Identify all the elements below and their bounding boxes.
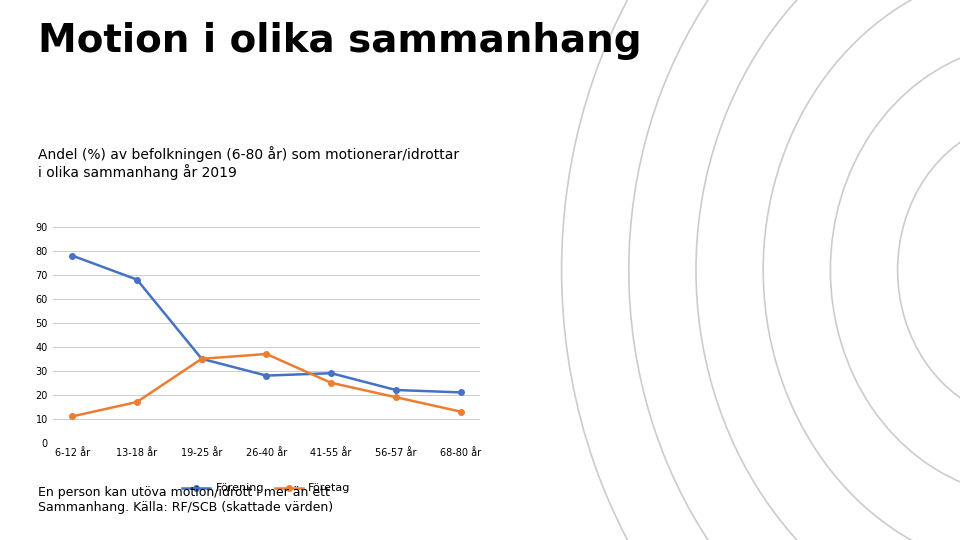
Företag [325, 380, 337, 386]
Förening [260, 373, 273, 379]
Företag [132, 399, 143, 405]
Line: Förening: Förening [69, 253, 464, 395]
Förening [325, 370, 337, 376]
Företag [390, 394, 401, 401]
Företag [455, 408, 467, 415]
Line: Företag: Företag [69, 351, 464, 419]
Förening [132, 276, 143, 283]
Förening [66, 252, 78, 259]
Förening [455, 389, 467, 396]
Företag [66, 413, 78, 420]
Företag [196, 355, 207, 362]
Text: En person kan utöva motion/idrott i mer än ett
Sammanhang. Källa: RF/SCB (skatta: En person kan utöva motion/idrott i mer … [38, 486, 333, 514]
Legend: Förening, Företag: Förening, Företag [178, 479, 355, 498]
Text: Motion i olika sammanhang: Motion i olika sammanhang [38, 22, 642, 59]
Text: Andel (%) av befolkningen (6-80 år) som motionerar/idrottar
i olika sammanhang å: Andel (%) av befolkningen (6-80 år) som … [38, 146, 460, 180]
Förening [390, 387, 401, 393]
Förening [196, 355, 207, 362]
Företag [260, 351, 273, 357]
